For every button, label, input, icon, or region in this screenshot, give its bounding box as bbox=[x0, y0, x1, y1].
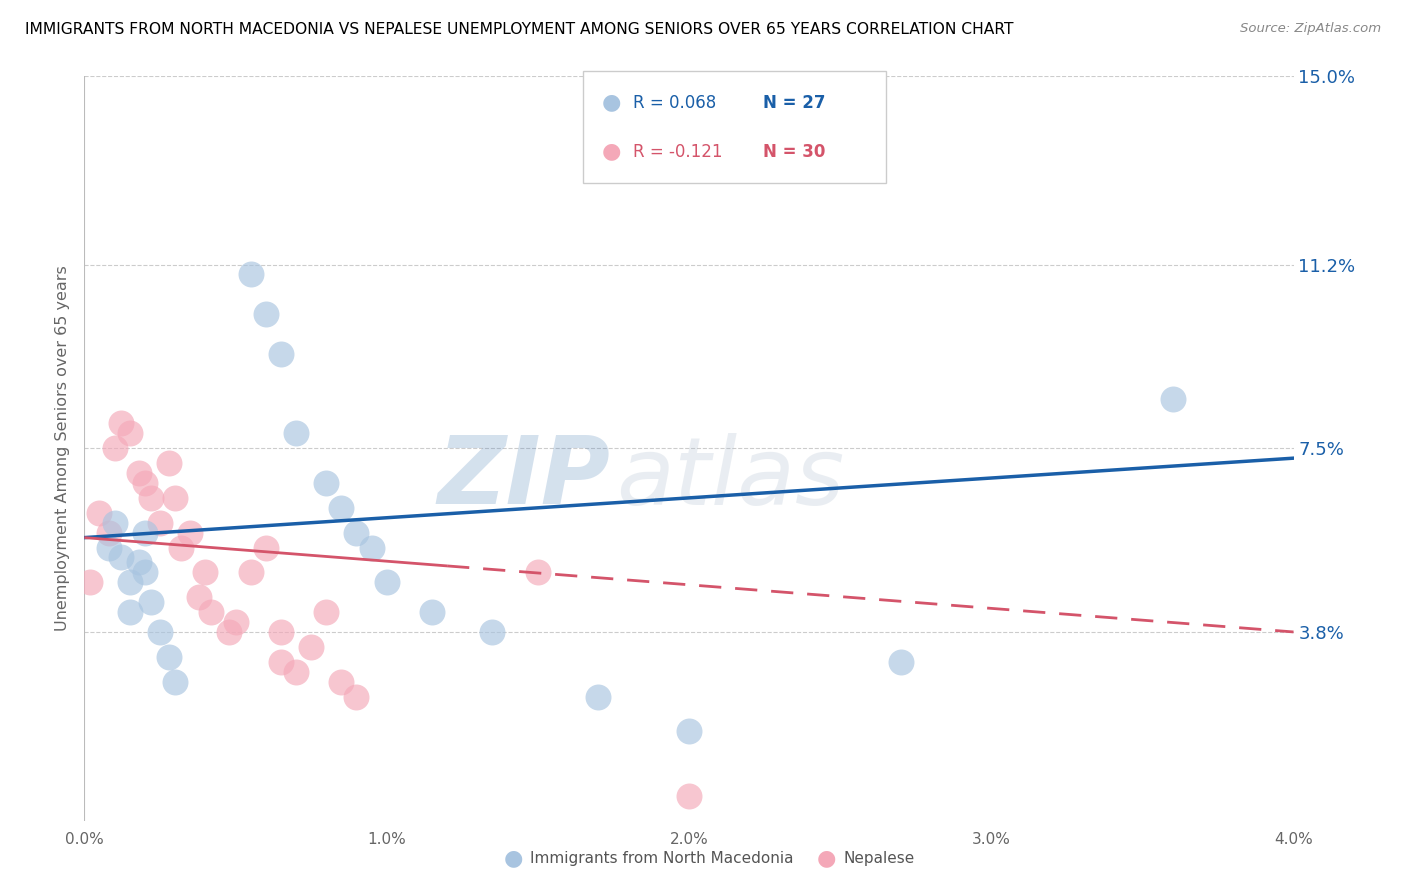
Point bbox=[134, 525, 156, 540]
Point bbox=[315, 605, 337, 619]
Point bbox=[330, 674, 353, 689]
Point bbox=[110, 417, 132, 431]
Point bbox=[139, 491, 162, 505]
Point bbox=[315, 475, 337, 490]
Point bbox=[170, 541, 193, 555]
Text: R = 0.068: R = 0.068 bbox=[633, 94, 716, 112]
Point bbox=[890, 655, 912, 669]
Point bbox=[420, 605, 443, 619]
Text: IMMIGRANTS FROM NORTH MACEDONIA VS NEPALESE UNEMPLOYMENT AMONG SENIORS OVER 65 Y: IMMIGRANTS FROM NORTH MACEDONIA VS NEPAL… bbox=[25, 22, 1014, 37]
Point bbox=[270, 347, 292, 361]
Point bbox=[157, 649, 180, 664]
Point bbox=[270, 655, 292, 669]
Point bbox=[346, 690, 368, 704]
Point bbox=[239, 566, 262, 580]
Point bbox=[118, 575, 141, 590]
Point bbox=[188, 591, 211, 605]
Point bbox=[360, 541, 382, 555]
Point bbox=[165, 491, 187, 505]
Point bbox=[254, 541, 277, 555]
Point bbox=[110, 550, 132, 565]
Text: ZIP: ZIP bbox=[437, 432, 610, 524]
Point bbox=[118, 426, 141, 441]
Text: Nepalese: Nepalese bbox=[844, 851, 915, 865]
Point bbox=[89, 506, 111, 520]
Text: R = -0.121: R = -0.121 bbox=[633, 143, 723, 161]
Point bbox=[225, 615, 247, 629]
Point bbox=[128, 556, 150, 570]
Point bbox=[104, 442, 127, 455]
Point bbox=[149, 516, 172, 530]
Point bbox=[330, 500, 353, 515]
Point bbox=[527, 566, 550, 580]
Point bbox=[128, 466, 150, 480]
Point bbox=[239, 268, 262, 282]
Text: Source: ZipAtlas.com: Source: ZipAtlas.com bbox=[1240, 22, 1381, 36]
Point bbox=[588, 690, 610, 704]
Point bbox=[97, 525, 120, 540]
Point bbox=[165, 674, 187, 689]
Point bbox=[299, 640, 322, 654]
Point bbox=[678, 724, 700, 739]
Point bbox=[346, 525, 368, 540]
Text: ●: ● bbox=[503, 848, 523, 868]
Text: Immigrants from North Macedonia: Immigrants from North Macedonia bbox=[530, 851, 793, 865]
Point bbox=[157, 456, 180, 470]
Text: atlas: atlas bbox=[616, 433, 845, 524]
Text: N = 30: N = 30 bbox=[763, 143, 825, 161]
Point bbox=[104, 516, 127, 530]
Point bbox=[179, 525, 201, 540]
Point bbox=[134, 475, 156, 490]
Point bbox=[200, 605, 222, 619]
Point bbox=[1161, 392, 1184, 406]
Point bbox=[79, 575, 101, 590]
Text: ●: ● bbox=[602, 93, 621, 112]
Text: ●: ● bbox=[602, 142, 621, 161]
Point bbox=[285, 665, 308, 679]
Point bbox=[254, 307, 277, 321]
Point bbox=[118, 605, 141, 619]
Point bbox=[149, 624, 172, 639]
Point bbox=[194, 566, 217, 580]
Point bbox=[375, 575, 398, 590]
Point bbox=[139, 595, 162, 609]
Y-axis label: Unemployment Among Seniors over 65 years: Unemployment Among Seniors over 65 years bbox=[55, 265, 70, 632]
Point bbox=[481, 624, 503, 639]
Text: N = 27: N = 27 bbox=[763, 94, 825, 112]
Point bbox=[97, 541, 120, 555]
Text: ●: ● bbox=[817, 848, 837, 868]
Point bbox=[218, 624, 240, 639]
Point bbox=[134, 566, 156, 580]
Point bbox=[270, 624, 292, 639]
Point bbox=[285, 426, 308, 441]
Point bbox=[678, 789, 700, 803]
